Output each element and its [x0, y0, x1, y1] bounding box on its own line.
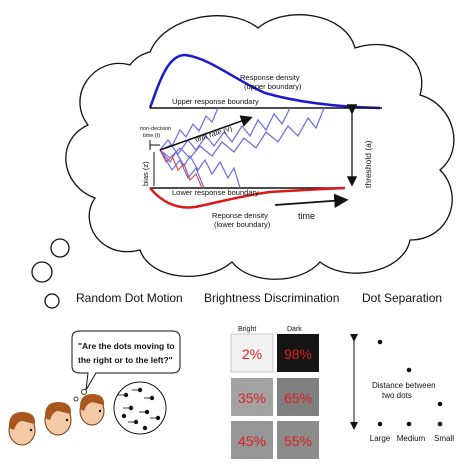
cell-bright-2: [230, 333, 274, 373]
bias-label: bias (z): [141, 161, 150, 186]
dot-large-top: [377, 339, 383, 345]
threshold-label: threshold (a): [363, 140, 373, 188]
upper-density-label-2: (upper boundary): [244, 82, 302, 91]
upper-boundary-label: Upper response boundary: [172, 97, 259, 106]
lower-boundary-label: Lower response boundary: [172, 188, 259, 197]
bd-title: Brightness Discrimination: [204, 291, 340, 305]
speech-line-1: "Are the dots moving to: [78, 341, 175, 351]
size-small: Small: [434, 434, 454, 443]
dot-medium-bottom: [406, 421, 412, 427]
brightness-grid: Bright Dark 2% 98% 35% 65% 45% 55%: [230, 326, 319, 459]
speech-bubble: [71, 330, 181, 391]
lower-density-curve: [149, 186, 346, 209]
cell-label-35: 35%: [238, 390, 266, 406]
diffusion-paths-red: [159, 149, 203, 189]
head-icon-1: [8, 412, 36, 446]
axis-label-2: two dots: [382, 391, 412, 400]
axis-label-1: Distance between: [372, 381, 436, 390]
dot-small-bottom: [437, 421, 443, 427]
upper-density-curve: [148, 53, 381, 110]
dot-large-bottom: [377, 421, 383, 427]
lower-density-label-2: (lower boundary): [214, 220, 271, 229]
cell-label-2: 2%: [242, 346, 262, 362]
rdm-title: Random Dot Motion: [76, 291, 183, 305]
time-label: time: [298, 211, 315, 221]
col-dark-label: Dark: [287, 326, 302, 333]
ds-title: Dot Separation: [362, 291, 443, 305]
separation-illustration: Distance between two dots Large Medium S…: [350, 334, 454, 443]
time-arrow: [274, 193, 349, 208]
drift-arrow: [159, 115, 253, 151]
moving-dots: [118, 387, 161, 431]
lower-density-label-1: Reponse density: [212, 211, 268, 220]
size-medium: Medium: [397, 434, 426, 443]
diffusion-paths: [159, 107, 325, 189]
thought-cloud: [31, 14, 455, 309]
cell-label-55: 55%: [284, 433, 312, 449]
size-large: Large: [370, 434, 391, 443]
col-bright-label: Bright: [238, 326, 256, 333]
rdm-illustration: "Are the dots moving to the right or to …: [8, 330, 181, 446]
cell-label-98: 98%: [284, 346, 312, 362]
upper-density-label-1: Response density: [240, 73, 300, 82]
dot-medium-top: [406, 367, 412, 373]
cell-dark-98: [277, 334, 319, 372]
speech-line-2: the right or to the left?": [78, 355, 173, 365]
dot-small-top: [437, 401, 443, 407]
cell-label-45: 45%: [238, 433, 266, 449]
head-icon-3: [79, 394, 105, 426]
non-decision-label-1: non-decision: [140, 126, 171, 132]
non-decision-label-2: time (t): [143, 133, 160, 139]
head-icon-2: [44, 402, 72, 436]
cell-label-65: 65%: [284, 390, 312, 406]
